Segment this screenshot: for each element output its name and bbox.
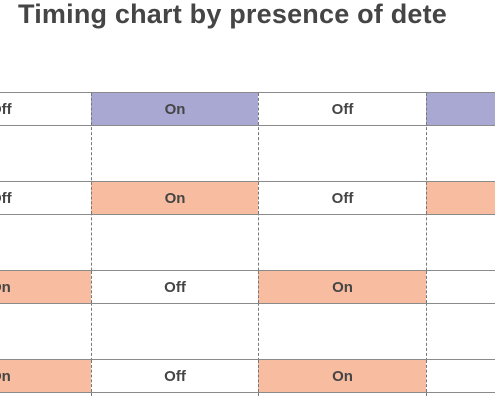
timing-cell-r4-c2: Off (91, 360, 258, 392)
column-divider-1 (91, 92, 92, 396)
state-label: Off (331, 100, 354, 118)
state-label: Off (164, 278, 186, 296)
state-label: On (0, 278, 11, 296)
timing-cell-r2-c3: Off (258, 182, 426, 214)
timing-cell-r1-c4 (426, 93, 495, 125)
timing-cell-r2-c1: Off (0, 182, 91, 214)
column-divider-3 (426, 92, 427, 396)
timing-cell-r2-c4 (426, 182, 495, 214)
state-label: Off (0, 189, 12, 207)
timing-cell-r3-c2: Off (91, 271, 258, 303)
timing-cell-r3-c4 (426, 271, 495, 303)
state-label: On (332, 367, 353, 385)
state-label: Off (164, 367, 186, 385)
state-label: On (0, 367, 11, 385)
chart-title: Timing chart by presence of dete (18, 0, 448, 29)
timing-cell-r4-c3: On (258, 360, 426, 392)
timing-row-2: Off On Off (0, 181, 495, 215)
timing-cell-r2-c2: On (91, 182, 258, 214)
state-label: On (164, 100, 186, 118)
state-label: Off (331, 189, 354, 207)
timing-cell-r3-c1: On (0, 271, 91, 303)
timing-cell-r1-c2: On (91, 93, 258, 125)
state-label: On (332, 278, 353, 296)
timing-cell-r4-c1: On (0, 360, 91, 392)
state-label: Off (0, 100, 12, 118)
timing-row-3: On Off On (0, 270, 495, 304)
timing-cell-r3-c3: On (258, 271, 426, 303)
timing-cell-r1-c3: Off (258, 93, 426, 125)
timing-cell-r1-c1: Off (0, 93, 91, 125)
timing-cell-r4-c4 (426, 360, 495, 392)
timing-row-1: Off On Off (0, 92, 495, 126)
state-label: On (164, 189, 186, 207)
column-divider-2 (258, 92, 259, 396)
timing-row-4: On Off On (0, 359, 495, 393)
